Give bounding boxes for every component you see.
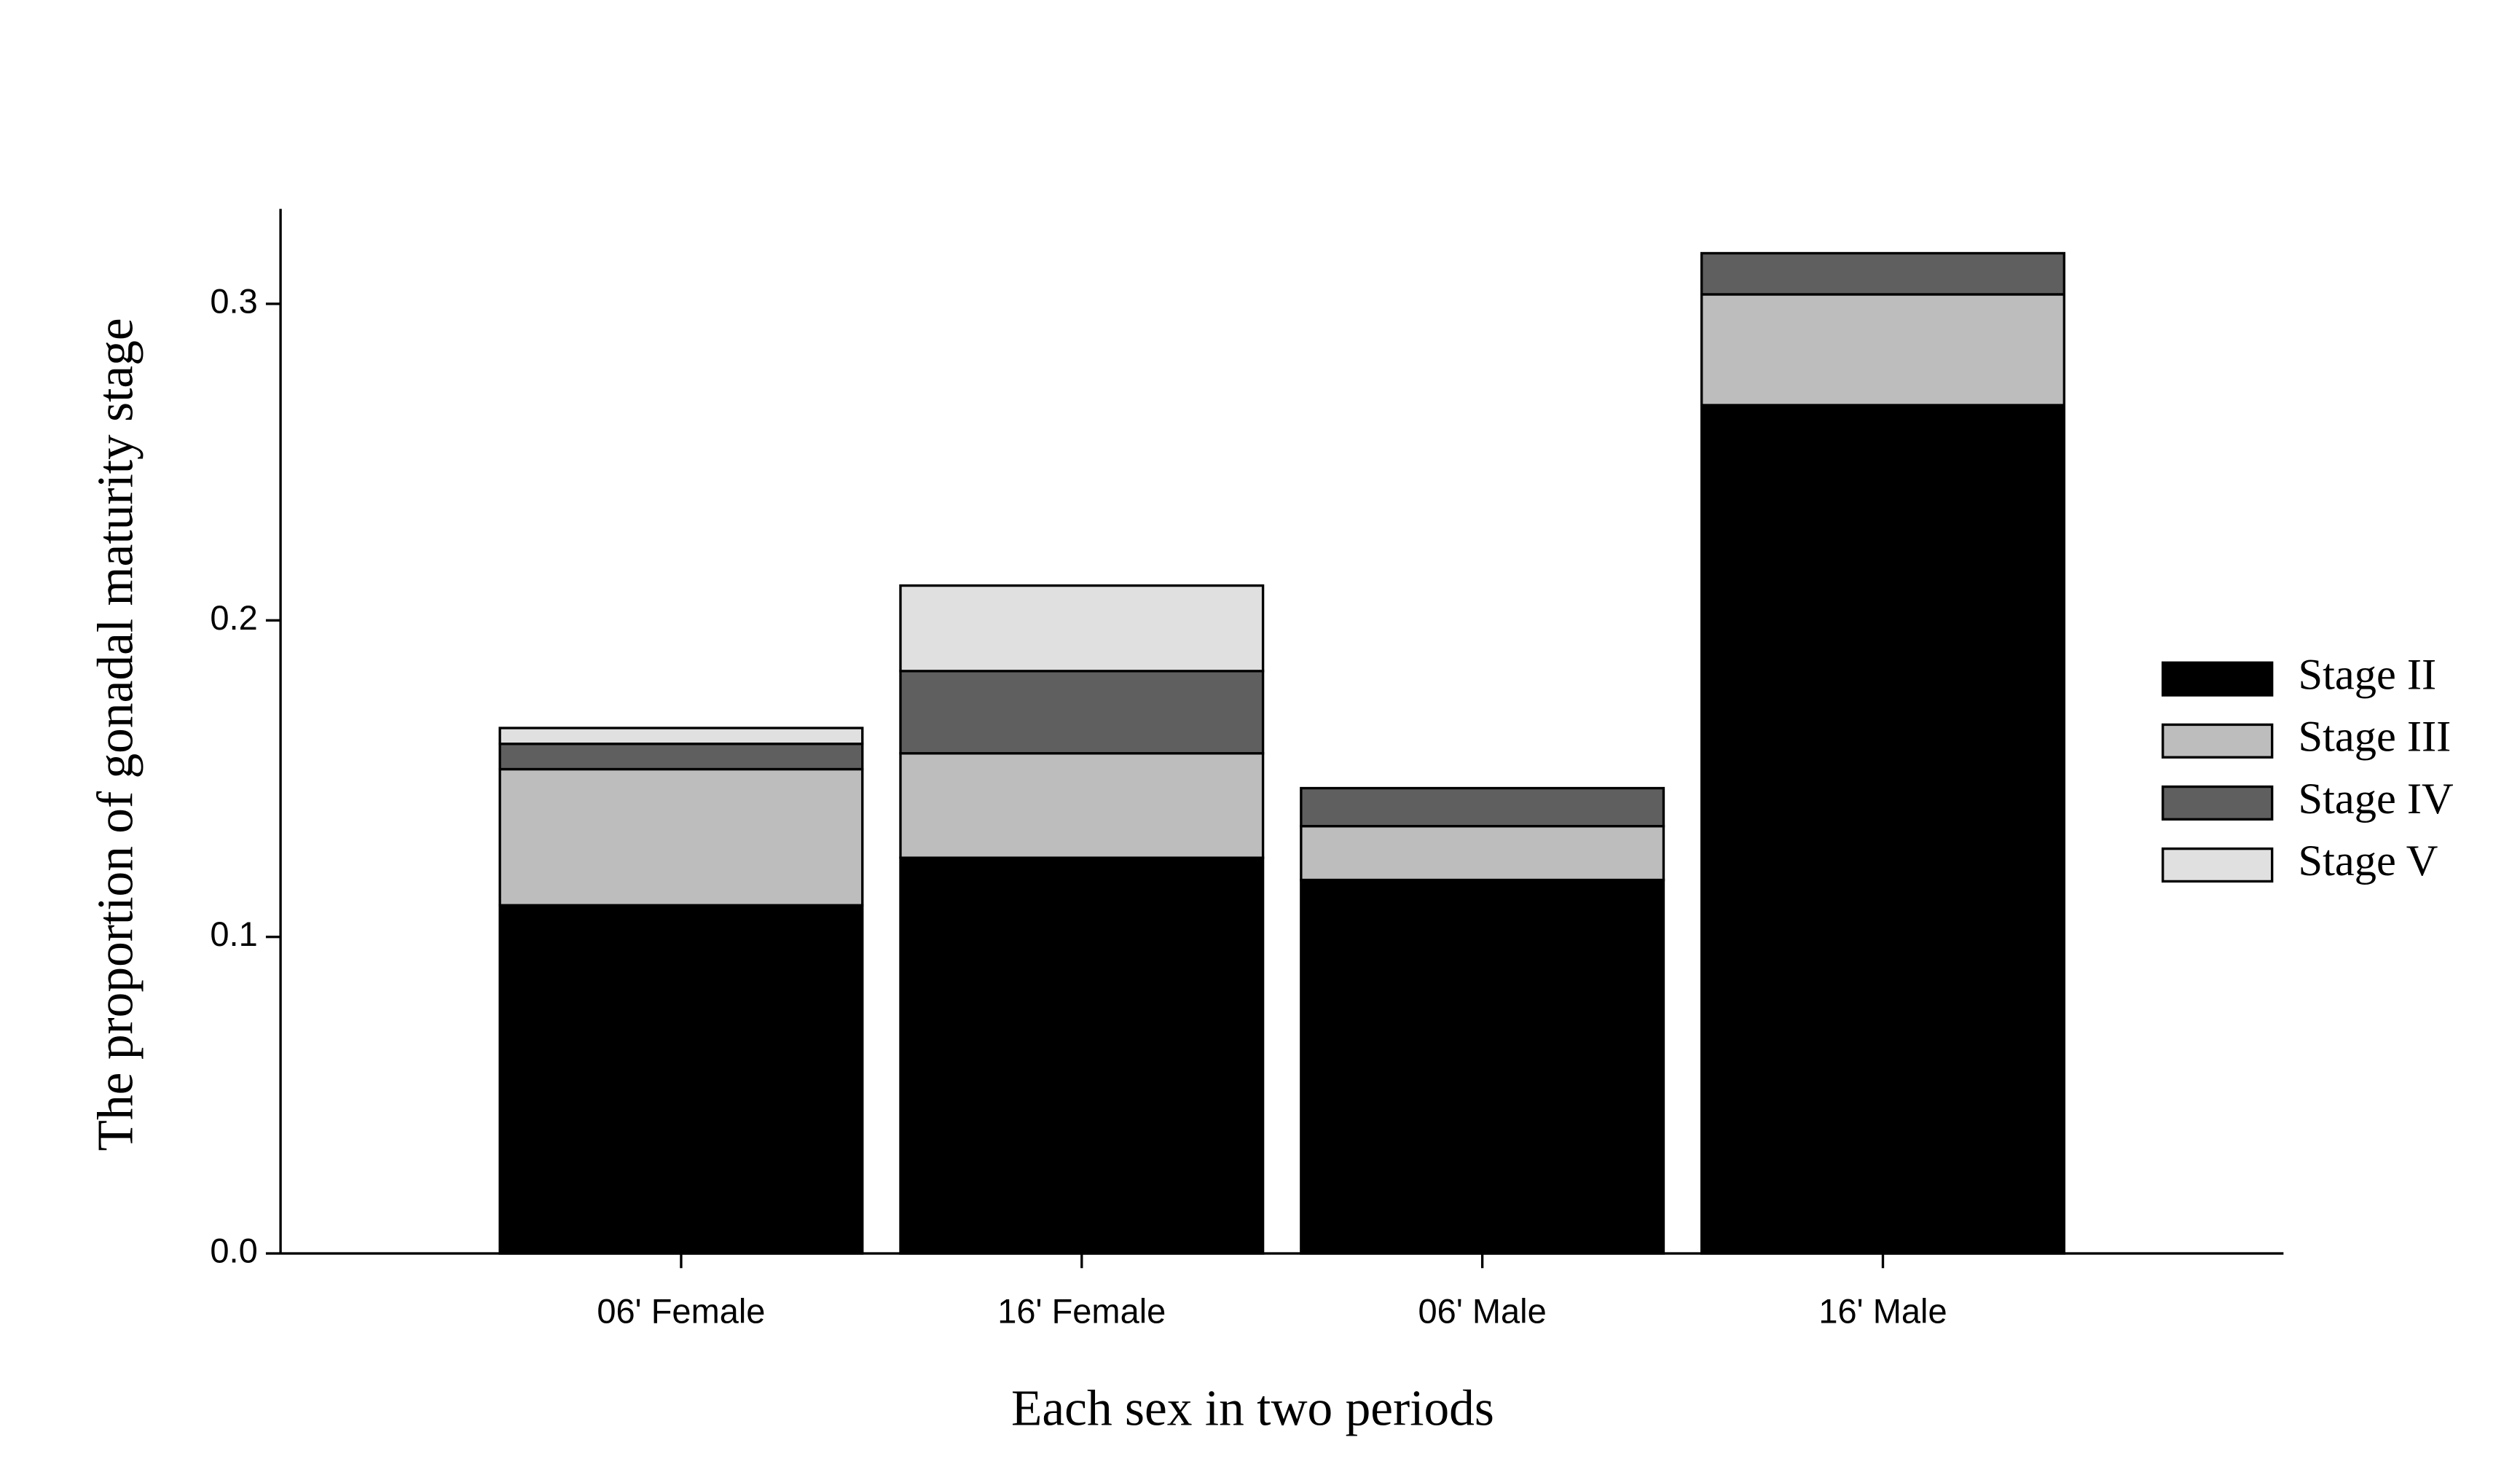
bar-segment <box>1300 825 1665 882</box>
bar-segment <box>899 670 1265 755</box>
bar-segment <box>498 727 864 745</box>
bar-segment <box>1300 786 1665 828</box>
legend-label: Stage IV <box>2299 775 2454 823</box>
x-tick-label: 16' Male <box>1818 1291 1947 1330</box>
legend-swatch <box>2162 847 2274 883</box>
y-tick-label: 0.0 <box>210 1231 257 1269</box>
bar-segment <box>899 584 1265 673</box>
bar-segment <box>899 752 1265 859</box>
x-tick-label: 06' Female <box>597 1291 765 1330</box>
bar-segment <box>1300 878 1665 1255</box>
legend-label: Stage V <box>2299 837 2438 885</box>
x-tick-label: 06' Male <box>1418 1291 1547 1330</box>
bar-segment <box>498 904 864 1255</box>
x-axis-label: Each sex in two periods <box>1011 1380 1494 1436</box>
y-tick-label: 0.1 <box>210 915 257 953</box>
y-tick-label: 0.3 <box>210 281 257 320</box>
legend-label: Stage II <box>2299 651 2437 700</box>
bar-segment <box>498 743 864 771</box>
bar-segment <box>1700 293 2066 407</box>
x-tick-label: 16' Female <box>997 1291 1166 1330</box>
legend-label: Stage III <box>2299 713 2452 762</box>
bar-segment <box>1700 404 2066 1255</box>
bar-segment <box>498 767 864 907</box>
bar-segment <box>1700 251 2066 296</box>
legend-swatch <box>2162 661 2274 697</box>
legend-swatch <box>2162 723 2274 759</box>
y-axis-label: The proportion of gonadal maturity stage <box>88 318 144 1151</box>
bar-segment <box>899 856 1265 1255</box>
y-tick-label: 0.2 <box>210 598 257 637</box>
legend-swatch <box>2162 785 2274 821</box>
